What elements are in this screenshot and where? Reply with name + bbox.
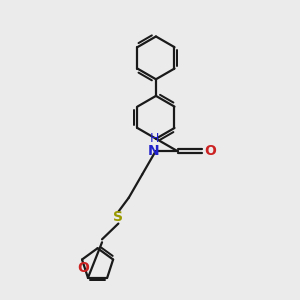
Text: H: H bbox=[149, 132, 159, 145]
Text: N: N bbox=[148, 144, 160, 158]
Text: O: O bbox=[204, 144, 216, 158]
Text: O: O bbox=[77, 261, 89, 275]
Text: S: S bbox=[113, 210, 123, 224]
